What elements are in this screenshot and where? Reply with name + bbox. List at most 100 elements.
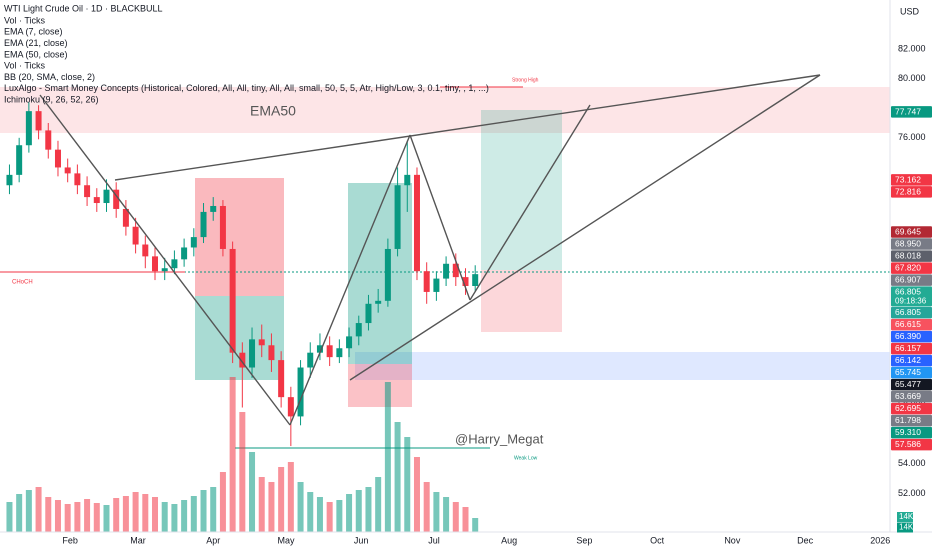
volume-bar bbox=[200, 490, 207, 532]
x-tick-label: May bbox=[277, 535, 295, 545]
position-target bbox=[481, 110, 562, 270]
volume-bar bbox=[375, 477, 382, 532]
candle-body bbox=[181, 247, 188, 260]
price-badge-label: 66.390 bbox=[895, 331, 921, 341]
volume-bar bbox=[452, 502, 459, 532]
price-badge bbox=[891, 286, 932, 307]
trend-line bbox=[409, 134, 471, 301]
price-badge bbox=[891, 262, 932, 274]
price-badge-label: 59.310 bbox=[895, 427, 921, 437]
price-badge-label: 66.615 bbox=[895, 319, 921, 329]
candle-body bbox=[84, 185, 91, 198]
candle-body bbox=[45, 130, 52, 150]
volume-bar bbox=[84, 499, 91, 532]
volume-bar bbox=[258, 477, 265, 532]
price-badge bbox=[891, 390, 932, 403]
indicator-label: Vol · Ticks bbox=[4, 15, 46, 25]
volume-bar bbox=[64, 504, 71, 532]
candle-body bbox=[355, 323, 362, 337]
candle-body bbox=[142, 244, 149, 257]
price-badge-label: 72.816 bbox=[895, 186, 921, 196]
price-badge bbox=[891, 426, 932, 439]
price-badge-label: 61.798 bbox=[895, 415, 921, 425]
price-badge bbox=[891, 366, 932, 379]
candle-body bbox=[249, 339, 256, 368]
volume-bar bbox=[394, 422, 401, 532]
candle-body bbox=[122, 208, 129, 227]
price-badge-label: 57.586 bbox=[895, 439, 921, 449]
indicator-label: EMA (7, close) bbox=[4, 27, 63, 37]
candle-body bbox=[113, 189, 120, 209]
x-tick-label: Mar bbox=[130, 535, 146, 545]
volume-bar bbox=[346, 494, 353, 532]
candle-body bbox=[394, 185, 401, 249]
candle-body bbox=[297, 367, 304, 417]
candles bbox=[6, 102, 479, 532]
volume-bar bbox=[93, 503, 100, 532]
countdown-label: 09:18:36 bbox=[895, 296, 927, 305]
x-tick-label: Oct bbox=[650, 535, 665, 545]
volume-badge-label: 14K bbox=[899, 523, 914, 532]
candle-body bbox=[326, 345, 333, 358]
candle-body bbox=[384, 248, 391, 301]
candle-body bbox=[200, 211, 207, 238]
candle-body bbox=[433, 278, 440, 292]
candle-body bbox=[307, 352, 314, 368]
candle-body bbox=[316, 345, 323, 353]
trend-line bbox=[469, 104, 591, 301]
volume-bar bbox=[122, 496, 129, 532]
demand-zone bbox=[355, 352, 890, 380]
x-tick-label: Nov bbox=[724, 535, 741, 545]
volume-badge-label: 14K bbox=[899, 512, 914, 521]
volume-bar bbox=[45, 497, 52, 532]
volume-bar bbox=[210, 487, 217, 532]
price-badge bbox=[891, 186, 932, 198]
candle-body bbox=[229, 248, 236, 353]
legend: WTI Light Crude Oil · 1D · BLACKBULL Vol… bbox=[4, 3, 489, 104]
price-badge bbox=[891, 402, 932, 415]
annotation: EMA50 bbox=[250, 103, 296, 119]
volume-bar bbox=[190, 496, 197, 532]
volume-bar bbox=[404, 437, 411, 532]
annotation: @Harry_Megat bbox=[455, 431, 544, 446]
price-badge-label: 67.820 bbox=[895, 263, 921, 273]
candle-body bbox=[190, 237, 197, 248]
y-tick-label: 76.000 bbox=[898, 132, 926, 142]
candle-body bbox=[132, 226, 139, 245]
candle-body bbox=[336, 348, 343, 358]
indicator-label: Ichimoku (9, 26, 52, 26) bbox=[4, 94, 99, 104]
candle-body bbox=[239, 352, 246, 368]
volume-bar bbox=[287, 462, 294, 532]
candle-body bbox=[171, 259, 178, 269]
trend-line bbox=[289, 134, 411, 426]
volume-bar bbox=[307, 492, 314, 532]
volume-bar bbox=[103, 505, 110, 532]
candle-body bbox=[268, 345, 275, 361]
candle-body bbox=[365, 303, 372, 324]
price-badge-label: 68.018 bbox=[895, 251, 921, 261]
currency: USD bbox=[900, 6, 920, 16]
annotation: Strong High bbox=[512, 77, 539, 83]
price-badge-label: 66.142 bbox=[895, 355, 921, 365]
price-badge-label: 69.645 bbox=[895, 226, 921, 236]
volume-bar bbox=[239, 412, 246, 532]
price-badge bbox=[891, 274, 932, 286]
volume-bar bbox=[171, 504, 178, 532]
volume-bar bbox=[25, 490, 32, 532]
volume-bar bbox=[35, 487, 42, 532]
candle-body bbox=[258, 339, 265, 346]
candle-body bbox=[413, 174, 420, 272]
price-badge-label: 65.745 bbox=[895, 367, 921, 377]
volume-bar bbox=[16, 494, 23, 532]
price-badge-label: 63.669 bbox=[895, 391, 921, 401]
candle-body bbox=[452, 263, 459, 278]
candle-body bbox=[6, 174, 13, 186]
price-badge bbox=[891, 226, 932, 238]
volume-bar bbox=[268, 482, 275, 532]
y-tick-label: 82.000 bbox=[898, 43, 926, 53]
volume-bar bbox=[132, 492, 139, 532]
price-badge-label: 66.805 bbox=[895, 307, 921, 317]
price-badge-label: 77.747 bbox=[895, 106, 921, 116]
trend-lines bbox=[39, 74, 821, 426]
volume-bar bbox=[423, 482, 430, 532]
